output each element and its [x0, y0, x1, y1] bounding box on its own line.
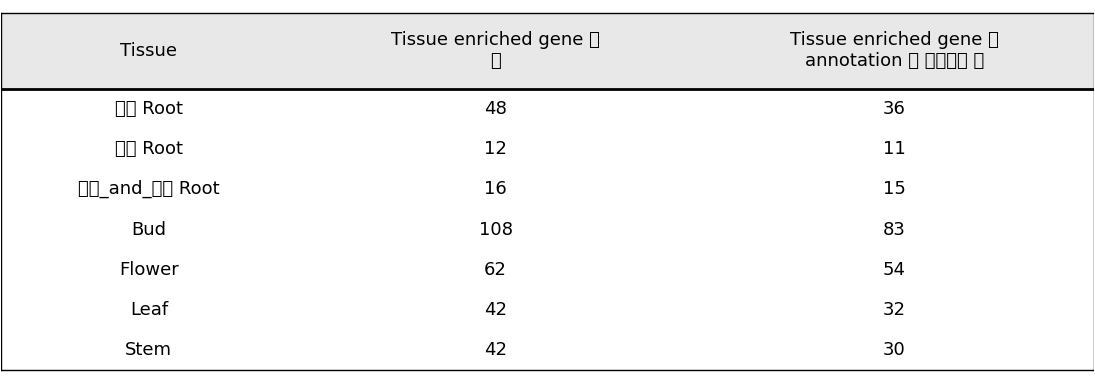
- Text: Flower: Flower: [119, 261, 178, 279]
- Text: Bud: Bud: [131, 221, 166, 239]
- Text: 83: 83: [883, 221, 906, 239]
- Bar: [1, 129, 1094, 169]
- Text: 36: 36: [883, 100, 906, 118]
- Text: 나름 Root: 나름 Root: [115, 140, 183, 158]
- Text: Tissue enriched gene 의
수: Tissue enriched gene 의 수: [391, 31, 600, 70]
- Bar: [1, 330, 1094, 370]
- Text: 32: 32: [883, 301, 906, 319]
- Text: 108: 108: [479, 221, 512, 239]
- Text: 42: 42: [484, 341, 507, 359]
- Text: 11: 11: [883, 140, 906, 158]
- Bar: [1, 169, 1094, 210]
- Text: 16: 16: [484, 180, 507, 198]
- Bar: [1, 290, 1094, 330]
- Text: 나름_and_곸울 Root: 나름_and_곸울 Root: [78, 180, 220, 198]
- Bar: [1, 210, 1094, 250]
- Bar: [1, 89, 1094, 129]
- Bar: [1, 250, 1094, 290]
- Bar: [1, 13, 1094, 89]
- Text: 62: 62: [484, 261, 507, 279]
- Text: 15: 15: [883, 180, 906, 198]
- Text: Tissue: Tissue: [120, 42, 177, 60]
- Text: 42: 42: [484, 301, 507, 319]
- Text: 곸울 Root: 곸울 Root: [115, 100, 183, 118]
- Text: Tissue enriched gene 중
annotation 된 유전자의 수: Tissue enriched gene 중 annotation 된 유전자의…: [789, 31, 999, 70]
- Text: 54: 54: [883, 261, 906, 279]
- Text: 30: 30: [883, 341, 906, 359]
- Text: Stem: Stem: [125, 341, 172, 359]
- Text: Leaf: Leaf: [130, 301, 168, 319]
- Text: 48: 48: [484, 100, 507, 118]
- Text: 12: 12: [484, 140, 507, 158]
